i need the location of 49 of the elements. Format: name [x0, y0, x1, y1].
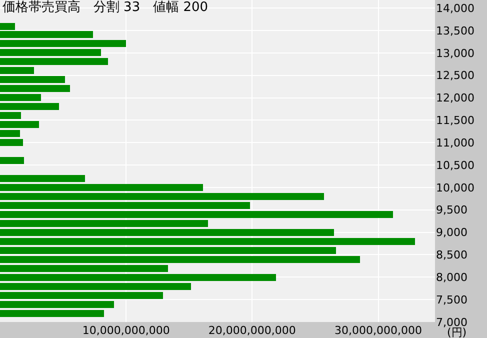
- y-tick-label: 11,500: [436, 114, 474, 128]
- bar: [0, 121, 39, 128]
- y-tick-label: 12,000: [436, 92, 474, 105]
- y-tick-label: 9,500: [436, 204, 468, 217]
- bar: [0, 265, 168, 272]
- x-tick-label: 30,000,000,000: [334, 324, 422, 337]
- y-tick-label: 10,500: [436, 158, 474, 172]
- bar: [0, 112, 21, 119]
- bar: [0, 184, 203, 191]
- bar: [0, 247, 336, 254]
- bar: [0, 292, 163, 299]
- y-tick-label: 14,000: [436, 2, 474, 15]
- bar: [0, 211, 393, 218]
- bar: [0, 67, 34, 74]
- chart-title: 価格帯売買高 分割 33 値幅 200: [2, 0, 208, 15]
- y-tick-label: 9,000: [436, 226, 468, 240]
- bar: [0, 229, 334, 236]
- bar: [0, 49, 101, 56]
- y-tick-label: 13,000: [436, 46, 474, 60]
- y-tick-label: 8,500: [436, 248, 468, 262]
- y-tick-label: 7,000: [436, 316, 468, 329]
- bar: [0, 301, 114, 308]
- bar: [0, 175, 85, 182]
- bar: [0, 76, 65, 83]
- y-tick-label: 11,000: [436, 136, 474, 150]
- bar: [0, 157, 24, 164]
- y-tick-label: 10,000: [436, 181, 474, 194]
- bar: [0, 40, 126, 47]
- x-tick-label: 10,000,000,000: [82, 324, 170, 337]
- bar: [0, 274, 276, 281]
- text: (円): [447, 326, 467, 338]
- x-tick-label: 20,000,000,000: [208, 324, 296, 337]
- y-tick-label: 8,000: [436, 271, 468, 284]
- bar: [0, 130, 20, 137]
- bar: [0, 85, 70, 92]
- bar: [0, 202, 250, 209]
- bar: [0, 139, 23, 146]
- y-tick-label: 7,500: [436, 293, 468, 306]
- bar: [0, 256, 360, 263]
- bar: [0, 238, 415, 245]
- bar: [0, 220, 208, 227]
- bar: [0, 103, 59, 110]
- bar: [0, 58, 108, 65]
- y-tick-label: 13,500: [436, 24, 474, 38]
- bar: [0, 94, 41, 101]
- bar: [0, 283, 191, 290]
- bar: [0, 193, 324, 200]
- bar: [0, 310, 104, 317]
- y-tick-label: 12,500: [436, 69, 474, 82]
